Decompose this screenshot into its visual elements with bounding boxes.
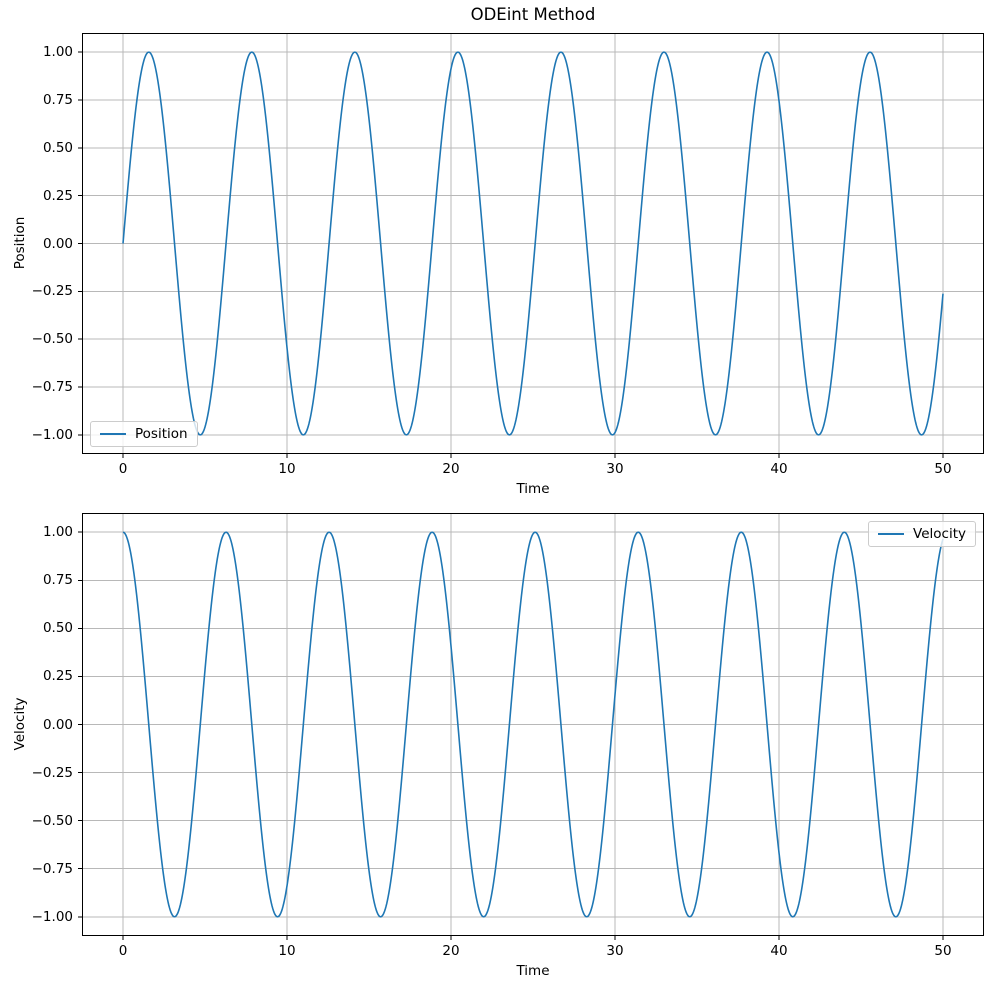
position-legend-label: Position — [135, 426, 188, 442]
velocity-x-axis-label: Time — [516, 963, 550, 979]
position-plot-area — [78, 33, 984, 458]
position-x-axis-label: Time — [516, 481, 550, 497]
y-tick-label: −0.75 — [31, 860, 73, 877]
y-tick-label: 1.00 — [42, 524, 73, 541]
x-tick-label: 20 — [442, 943, 460, 959]
x-tick-label: 10 — [278, 943, 296, 959]
velocity-legend-label: Velocity — [913, 526, 966, 542]
velocity-legend: Velocity — [868, 521, 976, 547]
y-tick-label: 0.50 — [42, 620, 73, 637]
x-tick-label: 50 — [934, 461, 952, 477]
y-tick-label: 0.25 — [42, 187, 73, 204]
x-tick-label: 30 — [606, 943, 624, 959]
velocity-plot-area — [78, 513, 984, 940]
axes-spines — [82, 33, 984, 454]
position-series-line — [122, 51, 944, 436]
x-tick-label: 40 — [770, 461, 788, 477]
chart-title: ODEint Method — [470, 5, 596, 24]
y-tick-label: −1.00 — [31, 426, 73, 443]
x-tick-label: 20 — [442, 461, 460, 477]
x-tick-label: 10 — [278, 461, 296, 477]
y-tick-label: −0.25 — [31, 764, 73, 781]
position-legend: Position — [90, 421, 198, 447]
axes-spines — [82, 513, 984, 936]
x-tick-label: 0 — [118, 943, 128, 959]
velocity-legend-line-icon — [878, 533, 905, 535]
x-tick-label: 30 — [606, 461, 624, 477]
y-tick-label: −0.50 — [31, 812, 73, 829]
y-tick-label: 0.75 — [42, 91, 73, 108]
x-tick-label: 50 — [934, 943, 952, 959]
y-tick-label: −1.00 — [31, 908, 73, 925]
y-tick-label: 0.00 — [42, 235, 73, 252]
y-tick-label: 0.25 — [42, 668, 73, 685]
y-tick-label: 0.50 — [42, 139, 73, 156]
x-tick-label: 0 — [118, 461, 128, 477]
y-tick-label: 1.00 — [42, 44, 73, 61]
position-legend-line-icon — [100, 433, 126, 435]
y-tick-label: 0.00 — [42, 716, 73, 733]
y-tick-label: 0.75 — [42, 572, 73, 589]
y-tick-label: −0.25 — [31, 283, 73, 300]
x-tick-label: 40 — [770, 943, 788, 959]
y-tick-label: −0.75 — [31, 379, 73, 396]
velocity-series-line — [122, 531, 944, 918]
y-tick-label: −0.50 — [31, 331, 73, 348]
